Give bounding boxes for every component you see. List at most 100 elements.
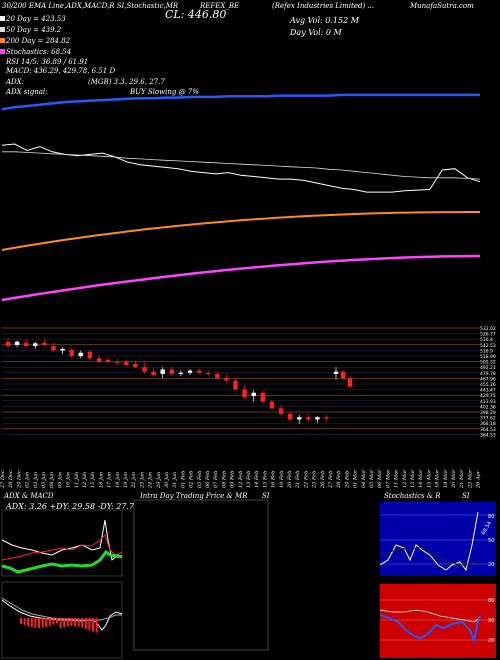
ema200-line [1,254,481,302]
date-label: 13 Feb [246,471,252,488]
candle-body [115,361,120,363]
ema200-swatch [0,38,5,43]
date-label: 28 Feb [336,471,342,489]
date-label: 16 Feb [271,471,277,488]
date-label: 11 Jan [74,472,80,488]
ema20-swatch [0,16,5,21]
stoch-d-line [379,546,479,566]
date-label: 15 Jan [90,472,96,488]
date-label: 26 Feb [320,471,326,489]
macd-bar [66,618,69,627]
macd-histogram [20,618,98,633]
day-volume: Day Vol: 0 M [290,28,342,37]
company-codes: (Refex Industries Limited) ... [272,2,375,10]
candle-body [14,341,20,345]
ema50-swatch [0,27,5,32]
candle-body [347,378,353,387]
date-label: 14 Mar [418,469,424,488]
date-label: 16 Jan [98,472,104,488]
candle-body [24,342,29,347]
candle-body [340,371,346,379]
candle-body [315,417,320,420]
date-label: 12 Mar [402,469,408,488]
candle-body [260,392,265,402]
candle-body [160,369,165,374]
date-label: 27 Feb [328,471,334,489]
date-label: 10 Jan [66,472,72,488]
price-label: 516.9 [480,348,493,354]
price-label: 455.26 [480,382,496,388]
ema-series-2 [1,93,480,111]
candle-body [60,348,65,351]
stochastics-label: Stochastics: 68.54 [6,48,72,56]
candle-body [78,352,83,357]
price-label: 526.77 [480,332,496,338]
candle-body [324,417,329,419]
macd-bar [41,618,44,628]
date-label: 12 Feb [238,471,244,488]
ema20-label: 20 Day = 423.53 [6,15,66,23]
date-label: 29 Dec [16,470,22,489]
rsi-line [379,614,481,644]
macd-bar [48,618,51,626]
date-label: 08 Jan [49,472,55,488]
date-label: 02 Feb [189,471,195,488]
date-label: 20 Feb [287,471,293,489]
candle-body [105,360,111,362]
date-label: 23 Feb [312,471,318,489]
price-axis-labels: 532.02526.77516.4542.53516.9518.99505.32… [480,326,496,438]
price-label: 532.02 [480,326,496,332]
rsi-tick-20: 20 [488,638,494,644]
date-label: 09 Feb [230,471,236,488]
macd-bar [59,618,62,628]
date-label: 06 Feb [205,471,211,488]
macd-bar [77,618,80,627]
price-label: 467.96 [480,376,496,382]
adx-panel-title: ADX & MACD [4,492,54,500]
date-label: 07 Mar [385,469,391,488]
macd-bar [70,618,73,627]
candle-body [233,380,238,390]
date-label: 12 Jan [82,472,88,488]
price-label: 542.53 [480,343,496,349]
candle-body [51,346,56,351]
macd-bar [34,618,37,628]
date-label: 19 Feb [279,471,285,488]
candle-body [33,343,38,347]
date-label: 09 Jan [57,472,63,488]
date-label: 05 Mar [369,469,375,488]
price-label: 368.18 [480,421,496,427]
minus-di-line [1,534,123,561]
date-label: 19 Jan [123,472,129,488]
candle-body [297,417,302,420]
date-label: 20 Mar [451,469,457,489]
date-label: 13 Mar [410,469,416,488]
price-label: 479.78 [480,371,496,377]
stoch-si: SI [462,492,470,500]
macd-bar [74,618,76,627]
macd-bar [23,618,26,626]
date-label: 28 Dec [8,470,14,489]
date-label: 22 Mar [467,469,473,489]
candle-body [251,392,256,397]
date-label: 07 Feb [213,471,219,488]
date-label: 29 Feb [344,471,350,489]
date-label: 24 Jan [148,472,154,489]
macd-bar [30,618,33,628]
rsi-tick-50: 50 [488,618,494,624]
adx-signal-label: ADX signal: [6,88,48,96]
price-label: 413.93 [480,399,496,405]
candle-body [196,370,202,373]
mrsi-line [379,609,481,623]
candle-body [242,389,247,398]
macd-bar [20,618,22,624]
price-label: 364.53 [480,427,496,433]
date-label: 18 Jan [115,472,121,488]
stoch-title: Stochastics & R [384,492,441,500]
date-label: 15 Mar [426,469,432,488]
date-label: 05 Feb [197,471,203,488]
macd-panel [1,581,123,659]
date-label: 29 Jan [156,472,162,489]
candle-body [96,358,102,362]
